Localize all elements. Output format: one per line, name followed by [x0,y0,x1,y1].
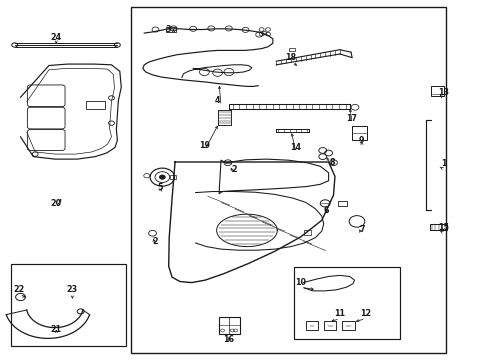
Text: 3: 3 [165,25,171,34]
Bar [304,230,311,235]
Bar [342,321,354,330]
Bar [85,101,105,109]
Bar [166,27,176,32]
Circle shape [159,175,165,179]
Bar [131,7,446,353]
Text: 10: 10 [295,278,305,287]
Text: 15: 15 [438,223,448,232]
Text: 6: 6 [323,206,329,215]
Bar [289,48,295,51]
Text: 18: 18 [285,53,296,62]
Text: 4: 4 [214,96,220,105]
Bar [338,201,346,206]
Bar [429,224,447,230]
Text: 22: 22 [13,285,24,294]
Text: 2: 2 [152,238,158,246]
Bar [305,321,317,330]
Text: 24: 24 [51,33,61,42]
Text: 8: 8 [329,158,335,167]
Bar [219,317,239,334]
Text: 16: 16 [223,335,234,343]
Text: 21: 21 [51,325,61,334]
Text: 1: 1 [440,159,446,168]
Text: 12: 12 [360,309,370,318]
Text: 19: 19 [199,141,209,150]
Text: 9: 9 [358,136,364,145]
Bar [430,86,443,96]
Bar [323,321,335,330]
Text: 14: 14 [290,143,301,152]
Text: 17: 17 [346,113,357,122]
Text: 23: 23 [67,285,78,294]
Text: 11: 11 [334,309,345,318]
Text: 13: 13 [438,88,448,97]
Text: 7: 7 [358,225,364,234]
Bar [11,264,125,346]
Text: 5: 5 [157,184,163,192]
Bar [294,267,399,339]
Text: 2: 2 [230,165,236,174]
Text: 20: 20 [51,199,61,208]
Bar [170,175,176,179]
Bar [351,126,366,140]
